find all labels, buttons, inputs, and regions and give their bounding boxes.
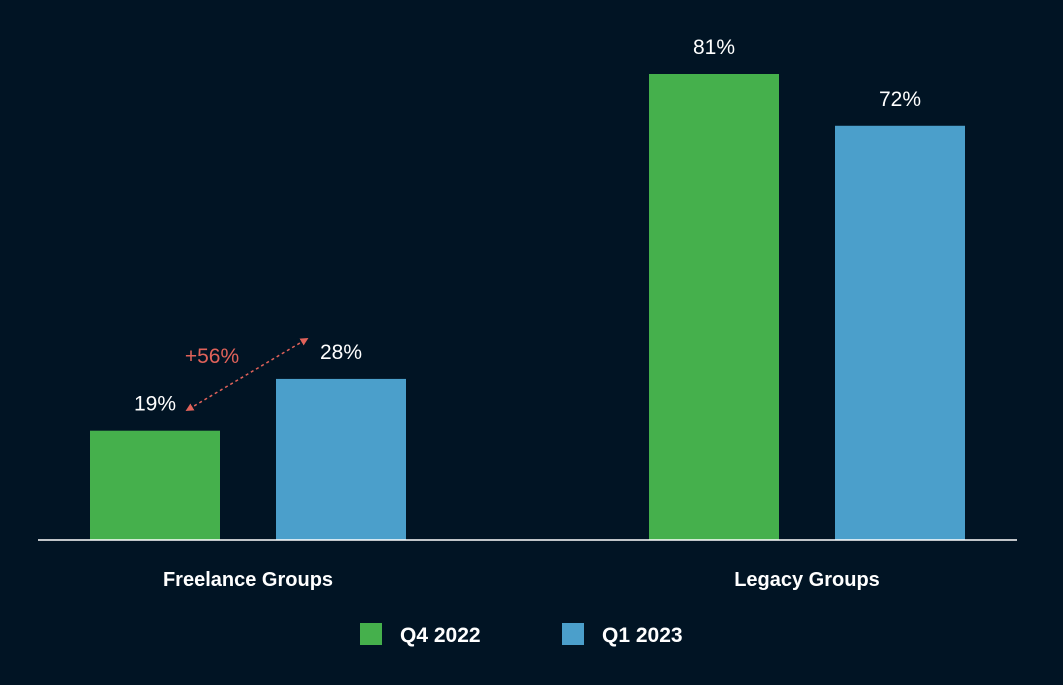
bar-freelance-groups-q1-2023 bbox=[276, 378, 406, 540]
legend-label-q4-2022: Q4 2022 bbox=[400, 624, 481, 647]
bar-legacy-groups-q4-2022 bbox=[649, 74, 779, 540]
value-label-freelance-groups-q1-2023: 28% bbox=[320, 341, 362, 364]
value-label-legacy-groups-q1-2023: 72% bbox=[879, 88, 921, 111]
bars-group bbox=[90, 74, 965, 541]
change-arrow bbox=[185, 337, 309, 412]
bar-legacy-groups-q1-2023 bbox=[835, 125, 965, 541]
bar-freelance-groups-q4-2022 bbox=[90, 430, 220, 540]
value-labels-group: 19% 28% 81% 72% bbox=[134, 36, 921, 416]
value-label-freelance-groups-q4-2022: 19% bbox=[134, 393, 176, 416]
category-labels-group: Freelance Groups Legacy Groups bbox=[163, 569, 880, 591]
change-label: +56% bbox=[185, 345, 239, 368]
legend-label-q1-2023: Q1 2023 bbox=[602, 624, 683, 647]
change-annotation: +56% bbox=[185, 337, 309, 412]
legend-swatch-q1-2023 bbox=[562, 623, 584, 645]
value-label-legacy-groups-q4-2022: 81% bbox=[693, 36, 735, 59]
legend-swatch-q4-2022 bbox=[360, 623, 382, 645]
legend: Q4 2022 Q1 2023 bbox=[360, 623, 683, 647]
category-label-freelance-groups: Freelance Groups bbox=[163, 569, 333, 591]
category-label-legacy-groups: Legacy Groups bbox=[734, 569, 880, 591]
